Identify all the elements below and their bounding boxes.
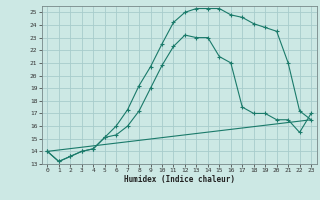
- X-axis label: Humidex (Indice chaleur): Humidex (Indice chaleur): [124, 175, 235, 184]
